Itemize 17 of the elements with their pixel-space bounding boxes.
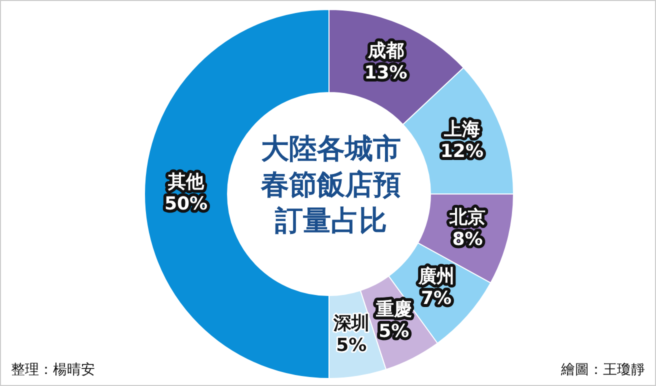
data-label: 50% bbox=[164, 194, 208, 215]
text: 繪圖：王瓊靜 bbox=[561, 361, 645, 379]
data-label: 5% bbox=[336, 334, 367, 356]
data-label: 8% bbox=[452, 229, 483, 250]
slice-label: 上海 bbox=[442, 119, 480, 140]
slice-label: 其他 bbox=[167, 172, 206, 193]
data-label: 12% bbox=[440, 141, 484, 162]
slice-label: 廣州 bbox=[417, 266, 454, 288]
data-label: 7% bbox=[420, 288, 452, 310]
data-label: 5% bbox=[378, 321, 410, 342]
slice-label: 深圳 bbox=[332, 312, 370, 334]
slice-label: 成都 bbox=[366, 40, 404, 62]
data-label: 13% bbox=[364, 62, 408, 84]
slice-label: 重慶 bbox=[374, 299, 412, 320]
text: 整理：楊晴安 bbox=[11, 361, 95, 379]
slice-label: 北京 bbox=[448, 207, 486, 228]
text: 大陸各城市春節飯店預訂量占比 bbox=[260, 131, 402, 239]
